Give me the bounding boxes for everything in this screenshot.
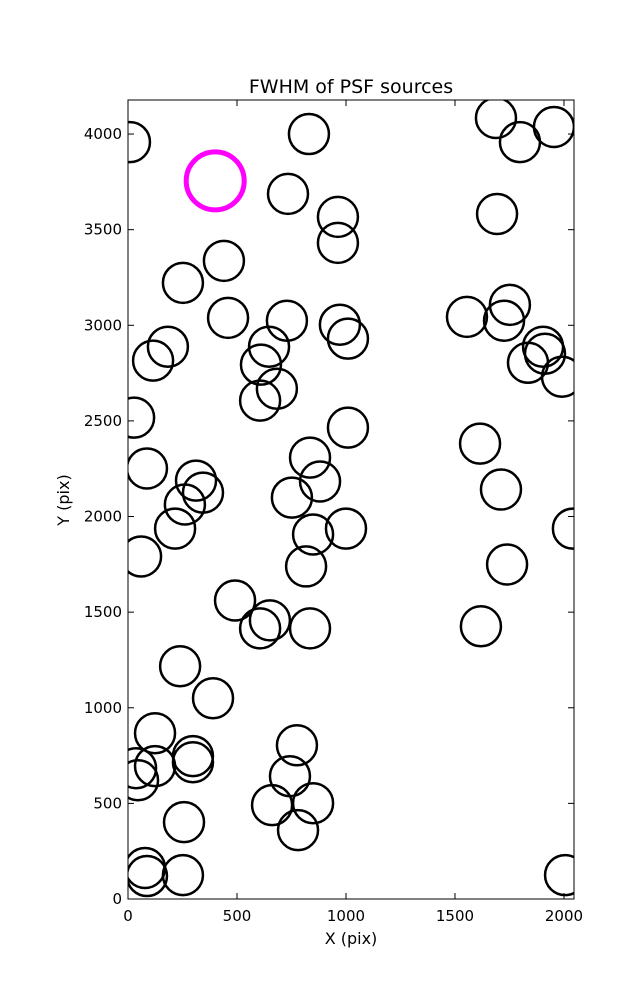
source-marker [131,339,175,382]
source-marker [326,317,370,360]
source-marker [316,195,360,239]
source-marker [238,607,282,650]
source-marker [128,396,156,439]
source-marker [146,325,190,368]
source-marker [288,607,332,650]
axes-frame [127,99,575,900]
source-marker [247,325,291,368]
chart-title: FWHM of PSF sources [249,76,453,98]
source-marker [318,303,362,346]
source-marker [128,854,169,898]
source-marker [474,100,518,140]
source-marker [238,379,282,422]
source-marker [128,447,169,490]
source-marker [324,507,368,550]
ticks: 0 500 1000 1500 2000 0 500 1000 1500 2000 2500 3000… [84,100,583,925]
source-marker [298,460,342,503]
x-tick-label: 2000 [545,907,583,925]
x-axis-label: X (pix) [325,929,378,948]
source-marker [250,783,294,827]
source-marker [191,676,235,720]
y-tick-label: 2500 [84,412,122,430]
source-marker [174,459,218,502]
source-marker [459,605,503,648]
source-marker [268,754,312,798]
source-marker [206,296,250,340]
x-tick-label: 500 [223,907,252,925]
y-tick-label: 500 [93,794,122,812]
source-marker [291,781,335,825]
y-tick-label: 2000 [84,508,122,526]
source-marker [161,853,205,897]
source-marker [133,744,177,788]
source-marker [445,295,489,339]
y-tick-label: 0 [112,890,122,908]
x-tick-label: 0 [123,907,133,925]
source-marker [479,468,523,511]
source-marker [287,112,331,156]
source-marker [128,535,163,578]
source-marker [133,711,177,755]
source-marker [163,483,207,526]
source-marker [128,120,152,164]
source-marker [128,758,160,802]
source-marker [266,172,310,216]
source-marker [213,579,257,622]
source-marker [316,221,360,265]
source-marker [255,367,299,411]
source-marker [485,543,529,586]
source-marker [158,645,202,688]
y-tick-label: 1000 [84,699,122,717]
y-tick-label: 1500 [84,603,122,621]
source-marker [162,800,206,844]
source-marker [543,853,574,897]
y-axis-label: Y (pix) [54,474,73,526]
source-marker [128,746,158,790]
source-marker [288,436,332,479]
source-marker [458,422,502,465]
source-marker [276,808,320,852]
source-marker [153,507,197,550]
source-marker [482,299,526,342]
source-marker [270,476,314,519]
source-marker [161,261,205,305]
y-tick-label: 3000 [84,316,122,334]
source-marker [265,299,309,342]
source-marker [551,507,574,550]
y-tick-label: 4000 [84,125,122,143]
source-marker [239,343,283,386]
source-marker [181,471,225,514]
source-marker [326,406,370,449]
source-marker [248,599,292,642]
source-marker [475,192,519,236]
highlighted-source-marker [183,149,247,213]
source-marker [291,513,335,556]
source-marker [275,723,319,767]
source-marker [532,105,574,149]
x-tick-label: 1500 [436,907,474,925]
x-tick-label: 1000 [327,907,365,925]
source-marker [284,545,328,588]
markers [128,100,574,898]
source-marker [202,239,246,283]
source-marker [128,846,167,890]
source-marker [171,741,215,784]
y-tick-label: 3500 [84,221,122,239]
source-marker [540,355,574,398]
